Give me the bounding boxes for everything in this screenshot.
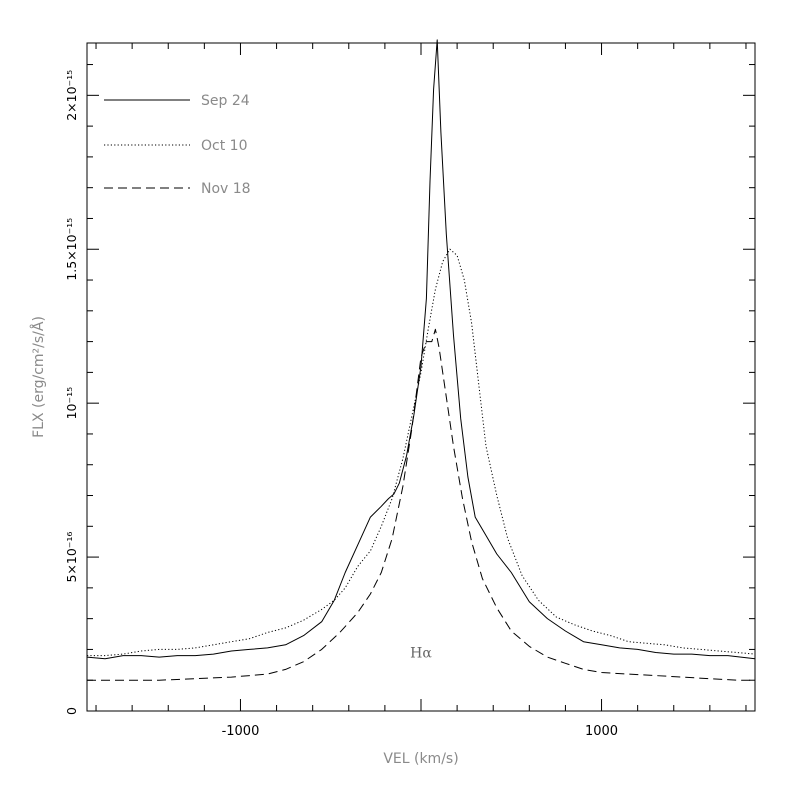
y-tick-label: 5×10⁻¹⁶	[64, 532, 79, 583]
x-tick-label: -1000	[222, 724, 260, 739]
series-line-2	[87, 248, 756, 657]
plot-frame	[86, 42, 756, 712]
legend-label: Oct 10	[201, 138, 247, 154]
y-tick-labels: 0 5×10⁻¹⁶ 10⁻¹⁵ 1.5×10⁻¹⁵ 2×10⁻¹⁵	[64, 70, 79, 715]
x-axis-label: VEL (km/s)	[383, 751, 458, 767]
legend: Sep 24 Oct 10 Nov 18	[104, 93, 251, 197]
legend-label: Sep 24	[201, 93, 250, 109]
y-tick-label: 1.5×10⁻¹⁵	[64, 218, 79, 281]
y-tick-label: 10⁻¹⁵	[64, 387, 79, 420]
series-layer	[86, 39, 756, 681]
series-line-3	[87, 328, 755, 681]
h-alpha-annotation: Hα	[410, 646, 432, 662]
x-tick-label: 1000	[585, 724, 618, 739]
series-line-1	[86, 39, 756, 660]
x-tick-labels: -1000 1000	[222, 724, 619, 739]
y-tick-label: 0	[64, 707, 79, 715]
y-axis-label: FLX (erg/cm²/s/Å)	[30, 316, 47, 438]
legend-label: Nov 18	[201, 181, 251, 197]
y-tick-label: 2×10⁻¹⁵	[64, 70, 79, 121]
axis-ticks	[87, 43, 755, 712]
